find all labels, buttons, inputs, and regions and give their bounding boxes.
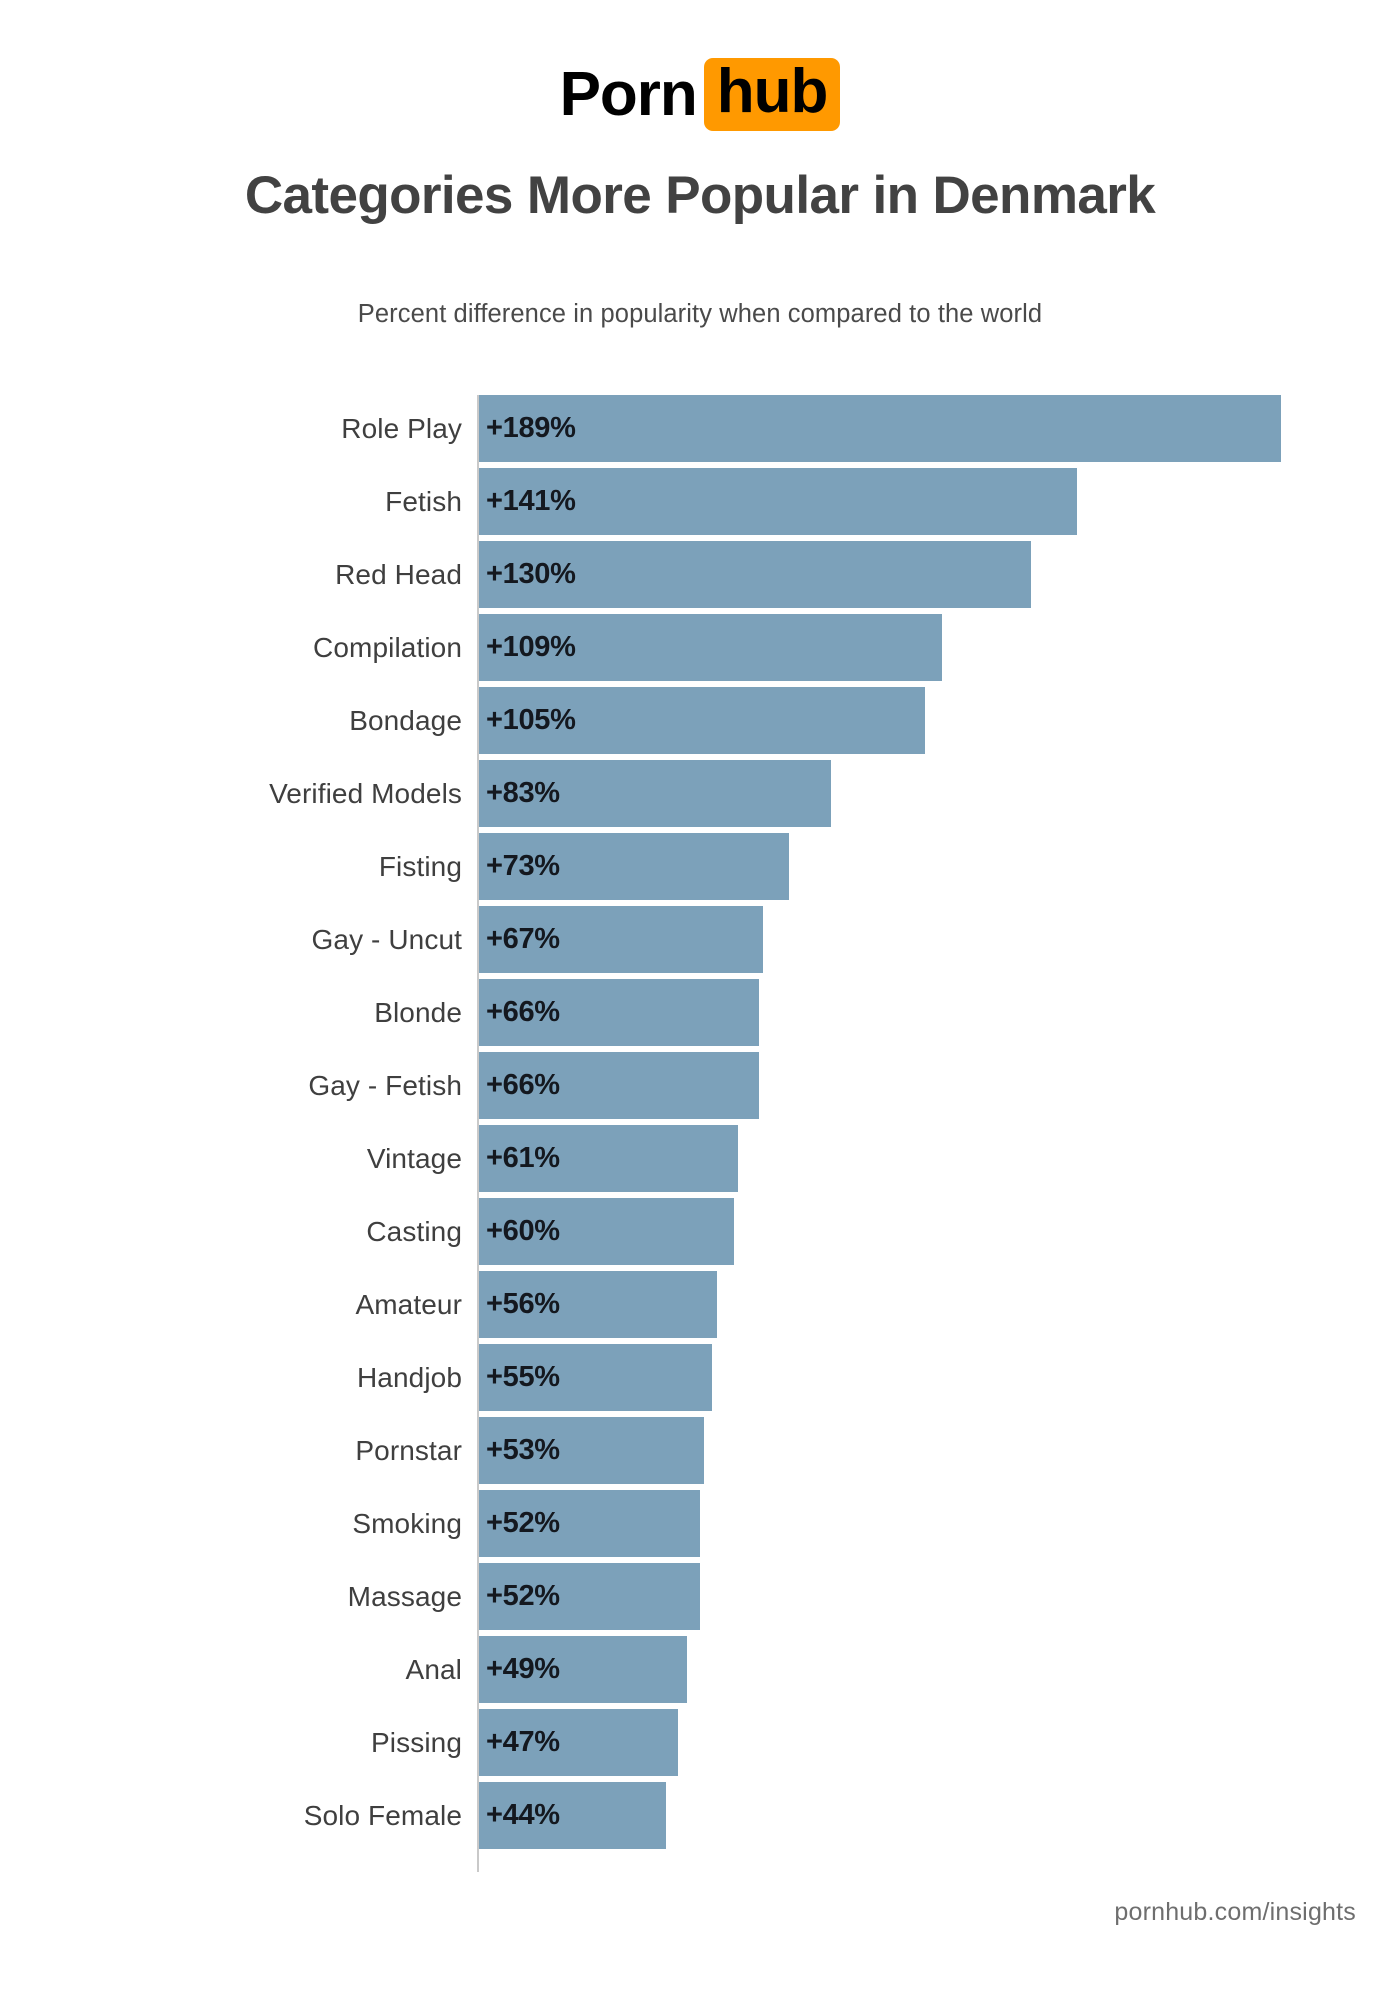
bar-category-label: Blonde	[374, 996, 462, 1028]
page-subtitle: Percent difference in popularity when co…	[357, 300, 1043, 328]
bar-value-label: +60%	[486, 1215, 560, 1247]
bar-value-label: +61%	[486, 1142, 560, 1174]
bar-value-label: +47%	[486, 1726, 560, 1758]
bar-row: Pissing +47%	[0, 1709, 1400, 1776]
bar-category-label: Massage	[347, 1580, 462, 1612]
bar: +52%	[479, 1563, 700, 1630]
bar-category-label: Smoking	[352, 1507, 462, 1539]
bar: +53%	[479, 1417, 704, 1484]
bar-row: Compilation +109%	[0, 614, 1400, 681]
bar-category-label: Fetish	[385, 485, 462, 517]
bar: +105%	[479, 687, 925, 754]
bar-value-label: +44%	[486, 1799, 560, 1831]
bar-value-label: +83%	[486, 777, 560, 809]
bar-category-label: Casting	[366, 1215, 462, 1247]
bar: +60%	[479, 1198, 734, 1265]
bar: +55%	[479, 1344, 713, 1411]
bar-category-label: Red Head	[335, 558, 462, 590]
bar: +130%	[479, 541, 1031, 608]
bar-category-label: Fisting	[378, 850, 462, 882]
bar-row: Vintage +61%	[0, 1125, 1400, 1192]
bar: +47%	[479, 1709, 679, 1776]
bar-value-label: +141%	[486, 485, 576, 517]
bar-value-label: +55%	[486, 1361, 560, 1393]
bar-category-label: Role Play	[341, 412, 462, 444]
bar-row: Blonde +66%	[0, 979, 1400, 1046]
bar-category-label: Pornstar	[355, 1434, 462, 1466]
bar-row: Verified Models +83%	[0, 760, 1400, 827]
bar: +189%	[479, 395, 1281, 462]
bar-value-label: +66%	[486, 996, 560, 1028]
bar-value-label: +109%	[486, 631, 576, 663]
bar-value-label: +130%	[486, 558, 576, 590]
bar-row: Solo Female +44%	[0, 1782, 1400, 1849]
bar-value-label: +67%	[486, 923, 560, 955]
bar-value-label: +52%	[486, 1580, 560, 1612]
bar-row: Casting +60%	[0, 1198, 1400, 1265]
bar-value-label: +53%	[486, 1434, 560, 1466]
bar-row: Anal +49%	[0, 1636, 1400, 1703]
bar-row: Red Head +130%	[0, 541, 1400, 608]
bar-row: Pornstar +53%	[0, 1417, 1400, 1484]
bar: +66%	[479, 1052, 760, 1119]
bar-row: Gay - Fetish +66%	[0, 1052, 1400, 1119]
bar-value-label: +66%	[486, 1069, 560, 1101]
bar: +73%	[479, 833, 789, 900]
footer-link[interactable]: pornhub.com/insights	[1114, 1898, 1356, 1926]
pornhub-logo: Porn hub	[0, 58, 1400, 131]
bar-value-label: +73%	[486, 850, 560, 882]
bar-category-label: Handjob	[356, 1361, 462, 1393]
bar-row: Handjob +55%	[0, 1344, 1400, 1411]
logo-text: Porn hub	[560, 58, 841, 131]
bar-category-label: Vintage	[366, 1142, 462, 1174]
logo-word-hub: hub	[703, 58, 841, 131]
y-axis-line	[477, 395, 479, 1872]
bar-category-label: Verified Models	[269, 777, 462, 809]
bar-category-label: Gay - Fetish	[308, 1069, 462, 1101]
bar-row: Fetish +141%	[0, 468, 1400, 535]
bar-rows: Role Play +189% Fetish +141% Red Head +130% Co…	[0, 395, 1400, 1855]
bar-category-label: Compilation	[313, 631, 462, 663]
bar-row: Gay - Uncut +67%	[0, 906, 1400, 973]
bar-value-label: +52%	[486, 1507, 560, 1539]
bar-row: Fisting +73%	[0, 833, 1400, 900]
bar-chart: Role Play +189% Fetish +141% Red Head +130% Co…	[0, 395, 1400, 1875]
bar: +67%	[479, 906, 764, 973]
logo-word-porn: Porn	[559, 59, 698, 129]
bar-category-label: Anal	[405, 1653, 462, 1685]
bar: +141%	[479, 468, 1078, 535]
bar-category-label: Solo Female	[303, 1799, 462, 1831]
bar-row: Role Play +189%	[0, 395, 1400, 462]
bar: +109%	[479, 614, 942, 681]
bar-row: Amateur +56%	[0, 1271, 1400, 1338]
bar-value-label: +56%	[486, 1288, 560, 1320]
bar-value-label: +49%	[486, 1653, 560, 1685]
bar: +44%	[479, 1782, 666, 1849]
bar: +49%	[479, 1636, 687, 1703]
bar: +52%	[479, 1490, 700, 1557]
bar-category-label: Amateur	[355, 1288, 462, 1320]
bar: +61%	[479, 1125, 738, 1192]
bar-value-label: +105%	[486, 704, 576, 736]
bar: +83%	[479, 760, 832, 827]
bar: +56%	[479, 1271, 717, 1338]
bar: +66%	[479, 979, 760, 1046]
bar-category-label: Pissing	[371, 1726, 462, 1758]
bar-row: Bondage +105%	[0, 687, 1400, 754]
bar-category-label: Gay - Uncut	[311, 923, 462, 955]
page-title: Categories More Popular in Denmark	[244, 166, 1156, 225]
bar-category-label: Bondage	[349, 704, 462, 736]
bar-row: Massage +52%	[0, 1563, 1400, 1630]
bar-row: Smoking +52%	[0, 1490, 1400, 1557]
bar-value-label: +189%	[486, 412, 576, 444]
